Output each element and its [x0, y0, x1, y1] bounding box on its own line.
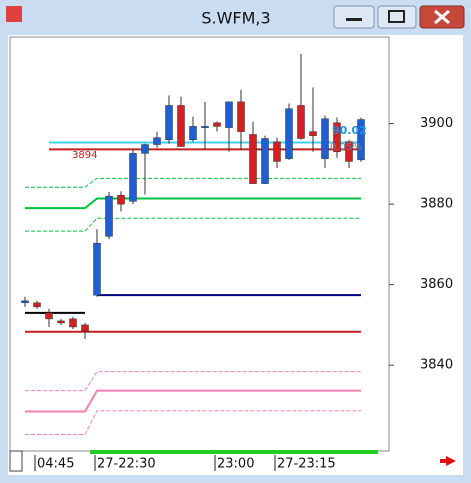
candle-body: [345, 141, 353, 162]
price-label: 3894: [72, 150, 97, 161]
candle-body: [105, 195, 113, 237]
x-tick-label: 27-22:30: [97, 457, 156, 472]
candle-body: [189, 126, 197, 140]
percent-label: 0.05%: [330, 142, 362, 153]
y-tick-label: 3880: [420, 197, 453, 212]
candle-body: [321, 118, 329, 159]
x-tick-label: 04:45: [37, 457, 74, 472]
candle-body: [93, 242, 101, 296]
candle-body: [201, 126, 209, 128]
indicator-line: [25, 389, 361, 413]
indicator-line: [25, 177, 361, 188]
candle-body: [285, 108, 293, 159]
candle-body: [57, 320, 65, 324]
window-title: S.WFM,3: [201, 9, 270, 28]
scroll-box[interactable]: [9, 450, 23, 472]
indicator-line: [25, 371, 361, 392]
candle-body: [297, 105, 305, 139]
candle-body: [213, 122, 221, 127]
candle-body: [81, 324, 89, 332]
candle-body: [273, 141, 281, 162]
candle-body: [21, 300, 29, 304]
y-tick-label: 3860: [420, 277, 453, 292]
x-tick-label: 23:00: [217, 457, 254, 472]
candle-body: [249, 134, 257, 184]
candle-body: [129, 153, 137, 202]
candle-body: [33, 302, 41, 308]
client-area: [8, 35, 463, 475]
candle-body: [45, 312, 53, 320]
close-button[interactable]: [419, 5, 465, 29]
y-tick-label: 3900: [420, 116, 453, 131]
candle-body: [69, 318, 77, 328]
candle-body: [165, 105, 173, 140]
scroll-arrow[interactable]: [440, 456, 456, 466]
indicator-line: [25, 197, 361, 210]
indicator-line: [25, 217, 361, 232]
x-tick-label: 27-23:15: [277, 457, 336, 472]
candle-body: [177, 105, 185, 147]
window-icon: [6, 6, 22, 22]
candle-body: [333, 122, 341, 153]
value-label: 90.02: [332, 124, 367, 137]
candle-body: [261, 138, 269, 184]
candle-body: [237, 101, 245, 132]
candle-body: [225, 101, 233, 128]
candle-body: [309, 131, 317, 136]
session-bar: [90, 450, 378, 454]
candle-body: [117, 195, 125, 205]
candle-body: [141, 144, 149, 154]
indicator-line: [25, 410, 361, 435]
candle-body: [357, 119, 365, 161]
y-tick-label: 3840: [420, 358, 453, 373]
minimize-button[interactable]: [333, 5, 375, 29]
candle-body: [153, 137, 161, 145]
maximize-button[interactable]: [377, 5, 417, 29]
